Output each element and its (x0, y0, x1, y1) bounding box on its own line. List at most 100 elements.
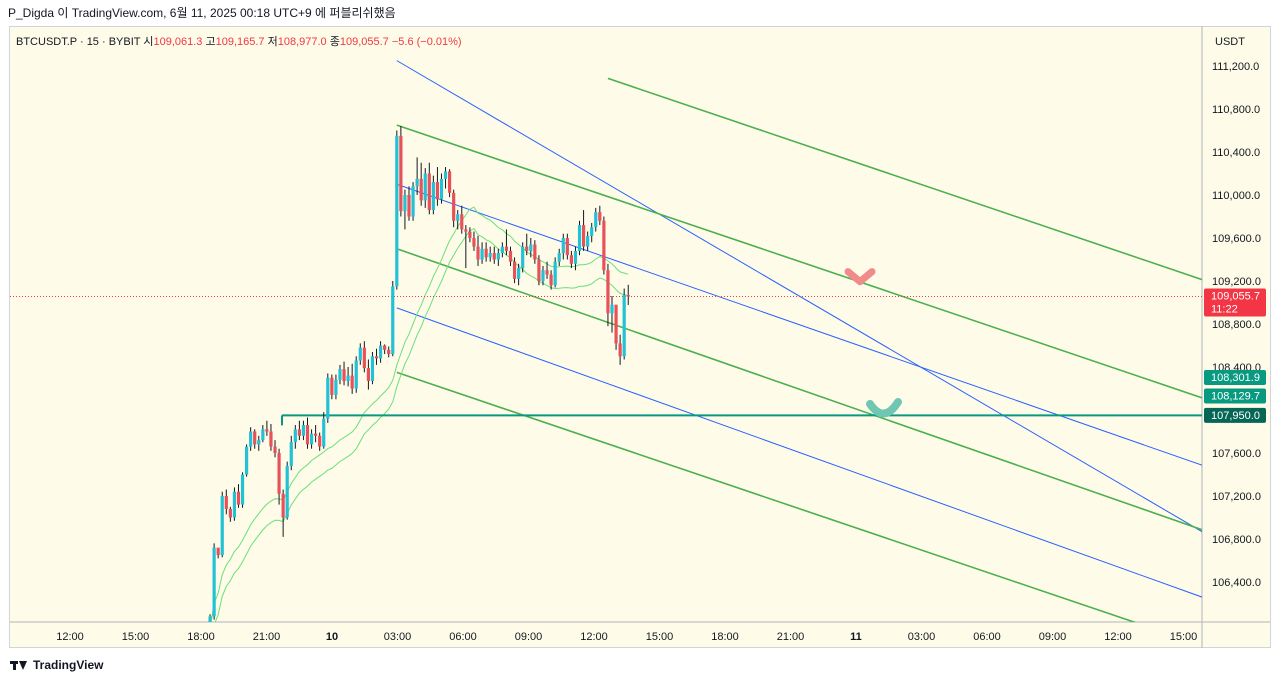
candle[interactable] (517, 263, 521, 286)
candle[interactable] (533, 240, 537, 264)
candle[interactable] (301, 420, 306, 441)
candle[interactable] (569, 250, 573, 269)
candle[interactable] (622, 288, 626, 360)
candle[interactable] (220, 491, 224, 558)
candle[interactable] (468, 227, 472, 243)
candle[interactable] (525, 233, 529, 256)
channel-line-1[interactable] (607, 77, 1202, 281)
candle[interactable] (549, 270, 553, 290)
candle[interactable] (614, 304, 618, 350)
candle[interactable] (334, 374, 338, 400)
candle[interactable] (391, 281, 395, 357)
author-name[interactable]: P_Digda (8, 6, 55, 20)
candle[interactable] (581, 210, 586, 251)
candle[interactable] (448, 169, 452, 198)
candle[interactable] (293, 425, 297, 449)
candle[interactable] (618, 334, 622, 365)
price-tag-3[interactable]: 108,129.7 (1211, 391, 1260, 403)
symbol-label[interactable]: BTCUSDT.P · 15 · BYBIT (16, 36, 141, 48)
candle[interactable] (464, 225, 468, 269)
channel-line-4[interactable] (396, 183, 1202, 466)
candle[interactable] (500, 242, 504, 258)
candle[interactable] (415, 157, 419, 195)
candle[interactable] (508, 246, 513, 266)
candle[interactable] (626, 284, 630, 305)
candle[interactable] (378, 341, 383, 363)
candle[interactable] (314, 425, 318, 443)
candle[interactable] (350, 363, 354, 394)
candle[interactable] (232, 487, 237, 521)
candle[interactable] (330, 374, 334, 400)
candle[interactable] (565, 233, 569, 260)
candle[interactable] (342, 361, 346, 386)
candle[interactable] (354, 356, 358, 393)
candle[interactable] (602, 216, 606, 275)
candle[interactable] (476, 235, 480, 266)
candle[interactable] (488, 246, 492, 262)
candle[interactable] (403, 189, 407, 230)
candle[interactable] (322, 412, 326, 449)
price-tag-4[interactable]: 107,950.0 (1211, 410, 1260, 422)
candle[interactable] (236, 484, 241, 508)
candle[interactable] (366, 359, 370, 390)
candle[interactable] (480, 242, 484, 264)
candle[interactable] (253, 429, 257, 449)
candle[interactable] (216, 547, 220, 559)
candle[interactable] (346, 367, 350, 387)
candle[interactable] (407, 186, 411, 221)
candle[interactable] (512, 257, 517, 284)
candle[interactable] (553, 257, 557, 288)
heart-marker-icon[interactable] (844, 268, 876, 286)
candle[interactable] (504, 229, 509, 256)
candle[interactable] (245, 444, 249, 477)
bounce-marker-icon[interactable] (866, 398, 902, 418)
candle[interactable] (309, 429, 314, 449)
candle[interactable] (289, 435, 293, 471)
candle[interactable] (277, 448, 281, 505)
channel-line-5[interactable] (396, 247, 1202, 531)
candle[interactable] (240, 472, 245, 508)
candle[interactable] (411, 182, 415, 221)
candle[interactable] (427, 162, 431, 215)
candle[interactable] (557, 248, 561, 266)
candle[interactable] (492, 246, 496, 264)
candle[interactable] (358, 343, 362, 365)
candle[interactable] (305, 417, 310, 449)
candle[interactable] (452, 189, 456, 228)
candlestick-chart[interactable]: USDT 111,200.0 110,800.0 110,400.0 110,000.0… (0, 26, 1280, 648)
candle[interactable] (395, 130, 399, 290)
candle[interactable] (484, 242, 488, 262)
candle[interactable] (338, 364, 342, 385)
candle[interactable] (370, 351, 375, 385)
candle[interactable] (265, 420, 269, 436)
candle[interactable] (521, 242, 525, 273)
candle[interactable] (610, 296, 614, 333)
candle[interactable] (598, 205, 602, 226)
candle[interactable] (594, 207, 598, 232)
candle[interactable] (387, 346, 391, 358)
channel-line-7[interactable] (396, 371, 1202, 645)
tradingview-logo[interactable]: TradingView (10, 656, 103, 674)
candle[interactable] (472, 231, 476, 251)
candle[interactable] (297, 420, 301, 441)
candle[interactable] (374, 348, 379, 365)
candle[interactable] (586, 231, 590, 251)
candle[interactable] (431, 175, 435, 215)
channel-line-3[interactable] (396, 124, 1202, 399)
price-tag-1[interactable]: 109,055.7 (1211, 291, 1260, 303)
candle[interactable] (273, 440, 277, 458)
candle[interactable] (537, 255, 541, 286)
candle[interactable] (419, 162, 423, 206)
candle[interactable] (261, 425, 265, 443)
candle[interactable] (281, 489, 285, 537)
price-tag-2[interactable]: 108,301.9 (1211, 372, 1260, 384)
candle[interactable] (269, 423, 273, 451)
candle[interactable] (496, 248, 500, 266)
candle[interactable] (326, 373, 330, 423)
candle[interactable] (399, 126, 403, 217)
candle[interactable] (460, 205, 464, 234)
candle[interactable] (439, 173, 444, 204)
candle[interactable] (443, 167, 448, 189)
candle[interactable] (541, 265, 545, 286)
candle[interactable] (529, 238, 533, 258)
